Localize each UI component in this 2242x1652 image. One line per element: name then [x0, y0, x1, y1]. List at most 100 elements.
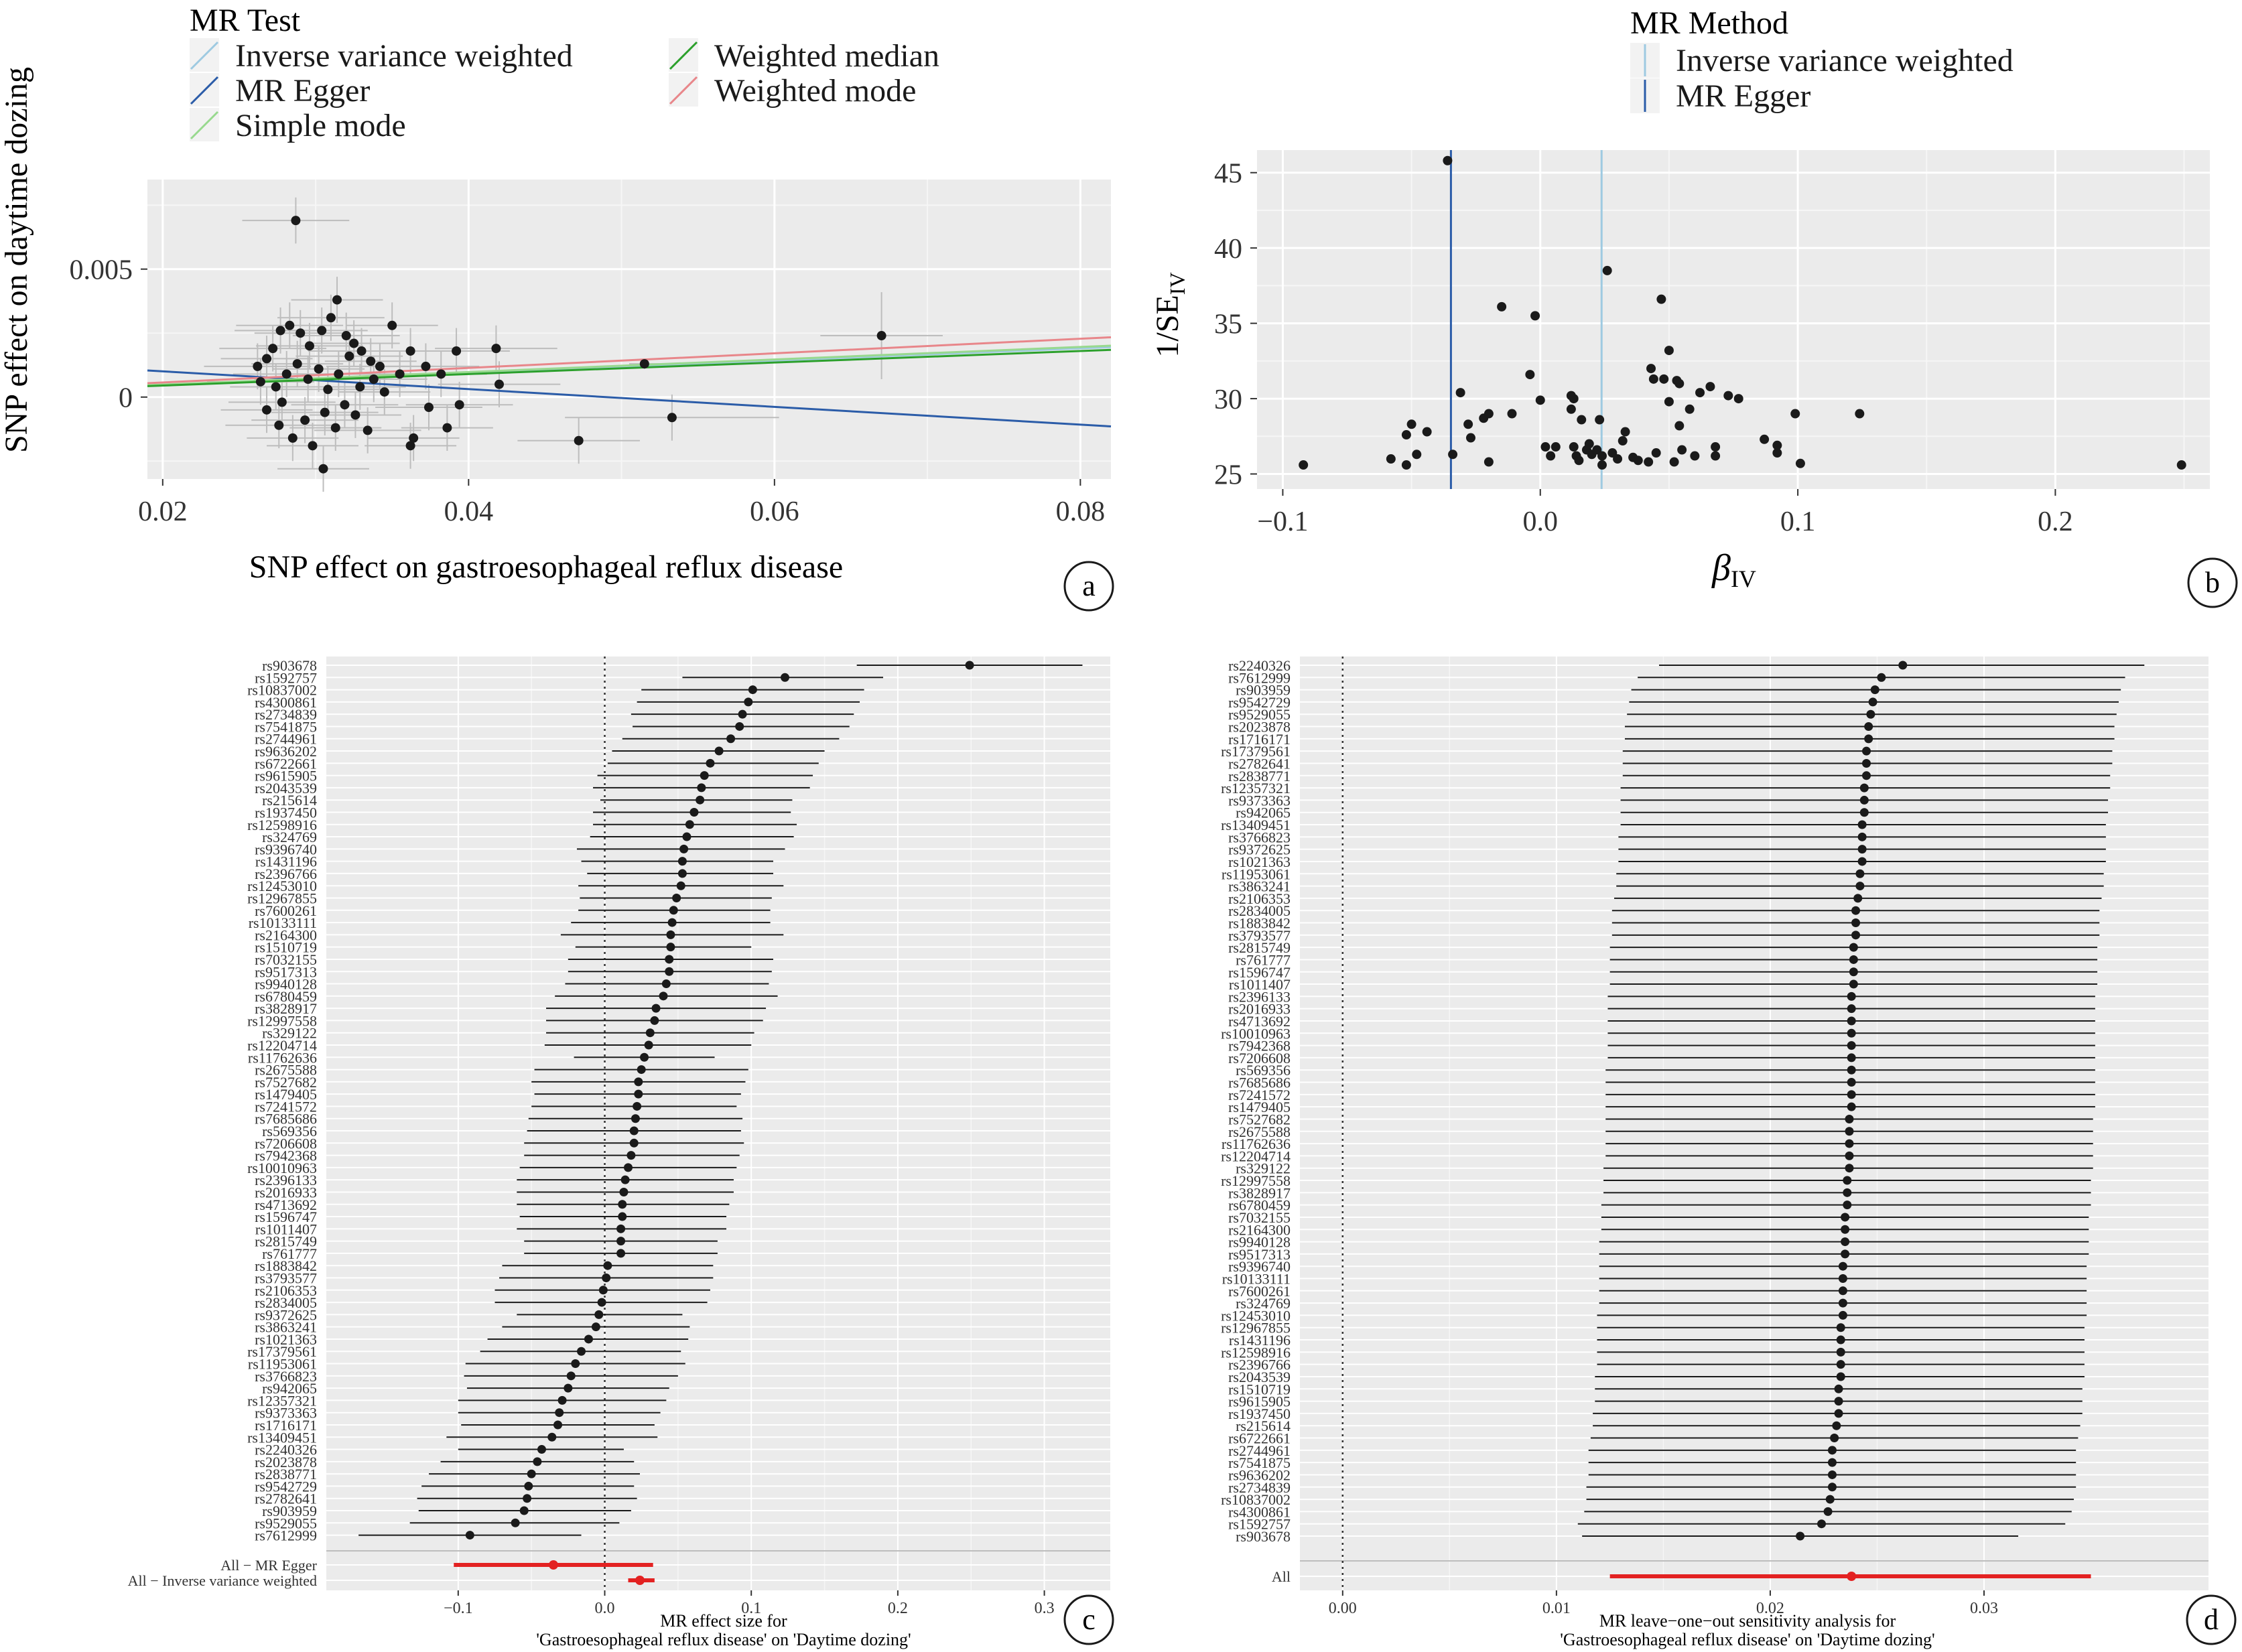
- d-row-label: rs1883842: [1228, 915, 1291, 932]
- d-row-label: rs7241572: [1228, 1087, 1291, 1103]
- d-row-label: rs569356: [1236, 1062, 1291, 1079]
- panel-b-point: [1656, 294, 1666, 304]
- c-estimate-point: [602, 1274, 611, 1282]
- panel-b-point: [1566, 404, 1576, 414]
- d-estimate-point: [1845, 1114, 1854, 1123]
- panel-a-point: [574, 435, 584, 445]
- d-estimate-point: [1845, 1164, 1854, 1173]
- panel-a-legend-label: Weighted mode: [714, 73, 916, 109]
- panel-b-point: [1406, 419, 1416, 429]
- panel-b-point: [1401, 430, 1411, 440]
- panel-c-letter: c: [1082, 1603, 1096, 1636]
- c-estimate-point: [564, 1383, 573, 1393]
- panel-a-legend-label: Weighted median: [714, 38, 939, 74]
- c-row-label: rs3793577: [255, 1270, 317, 1287]
- c-estimate-point: [666, 943, 675, 952]
- panel-b-x-tick-label: −0.1: [1257, 506, 1308, 537]
- panel-a-point: [291, 216, 301, 226]
- c-estimate-point: [682, 832, 691, 841]
- d-estimate-point: [1847, 1041, 1856, 1050]
- d-estimate-point: [1870, 685, 1880, 695]
- d-estimate-point: [1855, 882, 1865, 891]
- d-estimate-point: [1836, 1323, 1845, 1332]
- panel-a-point: [442, 423, 452, 433]
- panel-b-point: [1386, 454, 1396, 464]
- panel-b-point: [1648, 374, 1658, 384]
- d-estimate-point: [1841, 1249, 1850, 1259]
- c-estimate-point: [627, 1151, 636, 1160]
- panel-a-point: [303, 374, 313, 384]
- panel-a-point: [317, 326, 327, 336]
- d-row-label: rs7541875: [1228, 1454, 1291, 1471]
- d-row-label: rs1479405: [1228, 1099, 1291, 1115]
- c-row-label: rs2838771: [255, 1466, 317, 1483]
- c-estimate-point: [965, 661, 974, 670]
- panel-b-point: [2176, 460, 2186, 470]
- panel-b-point: [1507, 409, 1517, 419]
- d-estimate-point: [1841, 1237, 1850, 1247]
- d-row-label: rs7600261: [1228, 1283, 1291, 1300]
- d-row-label: rs9636202: [1228, 1466, 1291, 1483]
- panel-a-plot-background: [147, 180, 1111, 479]
- d-row-label: rs329122: [1236, 1160, 1291, 1177]
- panel-b-point: [1855, 409, 1865, 419]
- panel-a-point: [292, 359, 302, 369]
- c-row-label: rs2164300: [255, 926, 317, 943]
- panel-c-letter-badge: c: [1063, 1594, 1114, 1645]
- d-row-label: rs9373363: [1228, 792, 1291, 809]
- panel-b-x-tick-label: 0.2: [2038, 506, 2073, 537]
- c-row-label: rs12598916: [247, 817, 317, 833]
- panel-a-legend-label: Simple mode: [235, 108, 406, 143]
- panel-d-xlabel: MR leave−one−out sensitivity analysis fo…: [1599, 1611, 1896, 1631]
- d-row-label: rs13409451: [1221, 817, 1291, 833]
- panel-a-x-tick-label: 0.08: [1056, 496, 1106, 527]
- panel-b-point: [1613, 454, 1623, 464]
- panel-b-x-tick-label: 0.0: [1523, 506, 1559, 537]
- d-row-label: rs9517313: [1228, 1246, 1291, 1263]
- panel-b-point: [1422, 427, 1432, 437]
- panel-b-point: [1674, 421, 1685, 431]
- c-row-label: rs7541875: [255, 718, 317, 735]
- d-row-label: rs2240326: [1228, 657, 1291, 674]
- panel-a-x-tick-label: 0.02: [138, 496, 188, 527]
- c-estimate-point: [594, 1310, 604, 1319]
- panel-b-point: [1669, 457, 1679, 467]
- d-estimate-point: [1817, 1519, 1827, 1529]
- panel-a-point: [340, 400, 350, 410]
- d-estimate-point: [1847, 991, 1856, 1001]
- panel-a-xlabel: SNP effect on gastroesophageal reflux di…: [249, 549, 843, 585]
- panel-b-point: [1551, 442, 1561, 452]
- panel-a-point: [366, 356, 376, 366]
- panel-b-point: [1644, 457, 1654, 467]
- d-estimate-point: [1796, 1531, 1805, 1541]
- c-estimate-point: [591, 1322, 600, 1332]
- panel-b-point: [1711, 451, 1721, 461]
- c-x-tick-label: 0.1: [741, 1600, 761, 1617]
- panel-b-y-tick-label: 40: [1214, 234, 1242, 265]
- d-row-label: rs12204714: [1221, 1148, 1291, 1164]
- d-estimate-point: [1838, 1286, 1847, 1296]
- panel-b-y-tick-label: 35: [1214, 309, 1242, 340]
- panel-b-point: [1412, 450, 1422, 460]
- d-estimate-point: [1849, 967, 1858, 977]
- panel-a-x-tick-label: 0.04: [444, 496, 494, 527]
- c-estimate-point: [677, 857, 687, 866]
- d-row-label: rs6780459: [1228, 1197, 1291, 1214]
- c-estimate-point: [557, 1395, 567, 1405]
- d-row-label: rs4713692: [1228, 1013, 1291, 1030]
- d-row-label: rs6722661: [1228, 1430, 1291, 1447]
- c-estimate-point: [618, 1212, 627, 1221]
- d-row-label: rs7032155: [1228, 1209, 1291, 1226]
- panel-b-point: [1546, 451, 1556, 461]
- c-x-tick-label: 0.2: [888, 1600, 908, 1617]
- c-estimate-point: [527, 1469, 536, 1478]
- panel-b-point: [1448, 450, 1458, 460]
- d-estimate-point: [1866, 709, 1875, 719]
- d-estimate-point: [1830, 1434, 1839, 1443]
- d-row-label: rs2023878: [1228, 719, 1291, 736]
- panel-b-point: [1760, 434, 1770, 444]
- d-estimate-point: [1832, 1421, 1841, 1430]
- d-estimate-point: [1851, 906, 1861, 915]
- c-estimate-point: [735, 721, 744, 731]
